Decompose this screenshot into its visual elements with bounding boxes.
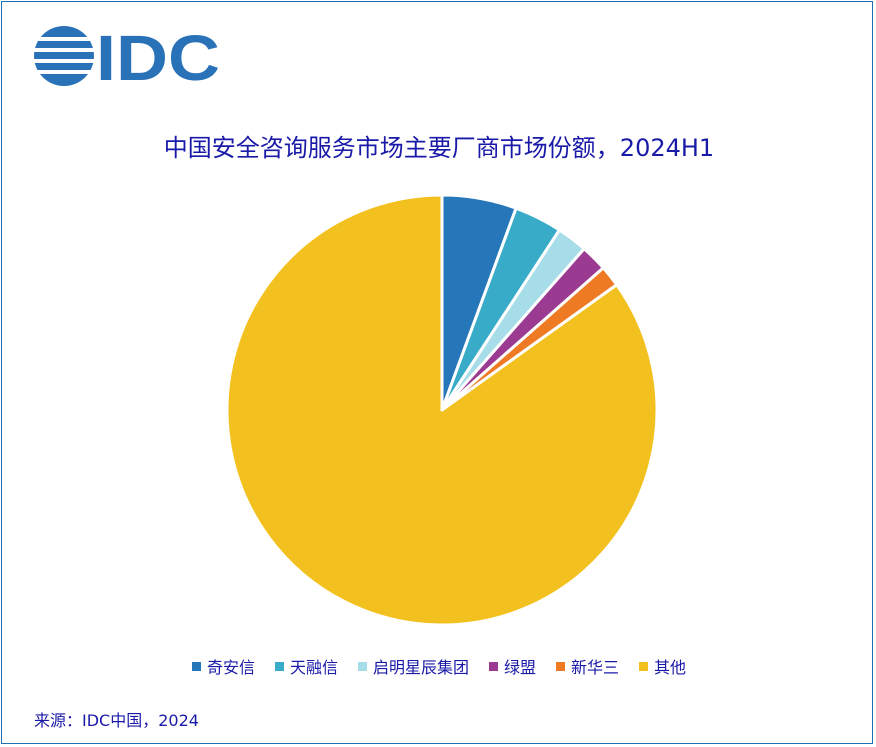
legend-swatch xyxy=(191,661,201,671)
legend-item: 绿盟 xyxy=(489,654,536,678)
legend-swatch xyxy=(357,661,367,671)
legend-swatch xyxy=(274,661,284,671)
legend-label: 天融信 xyxy=(289,658,338,677)
globe-icon xyxy=(32,26,96,86)
legend-item: 其他 xyxy=(639,654,686,678)
legend-item: 天融信 xyxy=(274,654,338,678)
idc-logo: IDC xyxy=(32,24,220,88)
logo-text: IDC xyxy=(96,24,220,88)
chart-legend: 奇安信 天融信 启明星辰集团 绿盟 新华三 其他 xyxy=(2,654,876,678)
legend-label: 绿盟 xyxy=(504,658,537,677)
legend-item: 奇安信 xyxy=(191,654,255,678)
chart-title: 中国安全咨询服务市场主要厂商市场份额，2024H1 xyxy=(163,134,715,162)
legend-label: 启明星辰集团 xyxy=(372,658,469,677)
pie-chart xyxy=(225,193,659,627)
pie-slice-5 xyxy=(225,193,659,627)
legend-swatch xyxy=(556,661,566,671)
legend-label: 其他 xyxy=(654,658,687,677)
legend-item: 新华三 xyxy=(556,654,619,678)
legend-label: 奇安信 xyxy=(206,658,255,677)
source-note: 来源：IDC中国，2024 xyxy=(34,711,199,730)
legend-swatch xyxy=(489,661,498,671)
legend-label: 新华三 xyxy=(571,658,620,677)
legend-item: 启明星辰集团 xyxy=(357,654,469,678)
legend-swatch xyxy=(639,661,649,671)
